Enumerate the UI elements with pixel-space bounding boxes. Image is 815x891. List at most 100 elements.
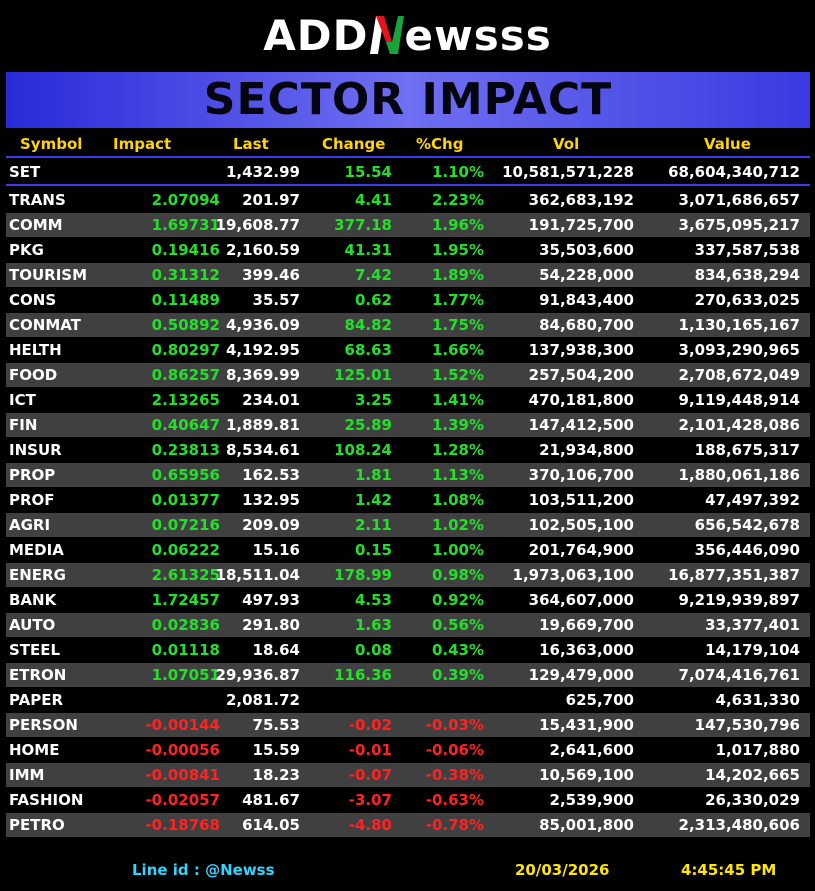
cell-impact: -0.18768 bbox=[145, 816, 220, 834]
cell-impact: 2.07094 bbox=[151, 191, 220, 209]
table-row-imm: IMM -0.00841 18.23 -0.07 -0.38% 10,569,100 14,… bbox=[6, 763, 810, 787]
cell-last: 234.01 bbox=[242, 391, 300, 409]
logo-text-add: ADD bbox=[263, 11, 369, 60]
cell-impact: -0.00144 bbox=[145, 716, 220, 734]
cell-change: 15.54 bbox=[344, 163, 392, 181]
cell-impact: 0.80297 bbox=[151, 341, 220, 359]
cell-pct: 1.39% bbox=[431, 416, 484, 434]
cell-impact: 0.01377 bbox=[151, 491, 220, 509]
cell-symbol: HOME bbox=[9, 741, 60, 759]
cell-last: 18,511.04 bbox=[215, 566, 300, 584]
cell-symbol: PKG bbox=[9, 241, 44, 259]
cell-symbol: CONS bbox=[9, 291, 57, 309]
cell-impact: 0.40647 bbox=[151, 416, 220, 434]
cell-change: -3.07 bbox=[348, 791, 392, 809]
cell-last: 201.97 bbox=[242, 191, 300, 209]
cell-symbol: PROF bbox=[9, 491, 55, 509]
cell-last: 399.46 bbox=[242, 266, 300, 284]
cell-symbol: TRANS bbox=[9, 191, 66, 209]
cell-impact: 2.13265 bbox=[151, 391, 220, 409]
cell-change: 25.89 bbox=[344, 416, 392, 434]
cell-symbol: CONMAT bbox=[9, 316, 81, 334]
table-row-insur: INSUR 0.23813 8,534.61 108.24 1.28% 21,934,80… bbox=[6, 438, 810, 462]
cell-value: 2,313,480,606 bbox=[678, 816, 800, 834]
cell-pct: 1.96% bbox=[431, 216, 484, 234]
cell-last: 1,889.81 bbox=[225, 416, 300, 434]
cell-last: 18.23 bbox=[252, 766, 300, 784]
cell-vol: 21,934,800 bbox=[539, 441, 634, 459]
table-row-bank: BANK 1.72457 497.93 4.53 0.92% 364,607,000 9,2… bbox=[6, 588, 810, 612]
cell-value: 356,446,090 bbox=[694, 541, 800, 559]
cell-value: 834,638,294 bbox=[694, 266, 800, 284]
cell-symbol: SET bbox=[9, 163, 41, 181]
cell-vol: 370,106,700 bbox=[528, 466, 634, 484]
table-row-trans: TRANS 2.07094 201.97 4.41 2.23% 362,683,192 3,… bbox=[6, 188, 810, 212]
cell-last: 162.53 bbox=[242, 466, 300, 484]
cell-vol: 137,938,300 bbox=[528, 341, 634, 359]
table-row-fin: FIN 0.40647 1,889.81 25.89 1.39% 147,412,500 2… bbox=[6, 413, 810, 437]
cell-impact: -0.00841 bbox=[145, 766, 220, 784]
cell-vol: 625,700 bbox=[565, 691, 634, 709]
cell-vol: 85,001,800 bbox=[539, 816, 634, 834]
cell-symbol: AUTO bbox=[9, 616, 56, 634]
cell-vol: 2,539,900 bbox=[549, 791, 634, 809]
cell-symbol: TOURISM bbox=[9, 266, 88, 284]
cell-change: 0.15 bbox=[354, 541, 392, 559]
set-divider bbox=[6, 184, 810, 186]
cell-pct: 1.95% bbox=[431, 241, 484, 259]
cell-pct: 1.89% bbox=[431, 266, 484, 284]
header-impact: Impact bbox=[113, 135, 172, 153]
cell-vol: 54,228,000 bbox=[539, 266, 634, 284]
cell-last: 209.09 bbox=[242, 516, 300, 534]
cell-change: 1.81 bbox=[354, 466, 392, 484]
header-pct: %Chg bbox=[416, 135, 464, 153]
cell-impact: 1.72457 bbox=[151, 591, 220, 609]
cell-symbol: ICT bbox=[9, 391, 36, 409]
cell-pct: 1.00% bbox=[431, 541, 484, 559]
cell-value: 2,708,672,049 bbox=[678, 366, 800, 384]
cell-change: 1.63 bbox=[354, 616, 392, 634]
cell-change: 108.24 bbox=[334, 441, 392, 459]
table-row-etron: ETRON 1.07051 29,936.87 116.36 0.39% 129,479,… bbox=[6, 663, 810, 687]
cell-value: 3,675,095,217 bbox=[678, 216, 800, 234]
time-label: 4:45:45 PM bbox=[681, 861, 777, 879]
table-row-home: HOME -0.00056 15.59 -0.01 -0.06% 2,641,600 1,0… bbox=[6, 738, 810, 762]
cell-value: 14,179,104 bbox=[705, 641, 800, 659]
cell-value: 270,633,025 bbox=[694, 291, 800, 309]
cell-change: 116.36 bbox=[334, 666, 392, 684]
cell-vol: 15,431,900 bbox=[539, 716, 634, 734]
cell-last: 291.80 bbox=[242, 616, 300, 634]
cell-last: 132.95 bbox=[242, 491, 300, 509]
cell-pct: 0.92% bbox=[431, 591, 484, 609]
cell-change: -0.07 bbox=[348, 766, 392, 784]
cell-last: 29,936.87 bbox=[215, 666, 300, 684]
cell-last: 8,369.99 bbox=[225, 366, 300, 384]
cell-pct: 0.56% bbox=[431, 616, 484, 634]
cell-change: -0.01 bbox=[348, 741, 392, 759]
cell-last: 1,432.99 bbox=[225, 163, 300, 181]
cell-pct: 1.13% bbox=[431, 466, 484, 484]
table-row-person: PERSON -0.00144 75.53 -0.02 -0.03% 15,431,900… bbox=[6, 713, 810, 737]
cell-change: 41.31 bbox=[344, 241, 392, 259]
cell-value: 14,202,665 bbox=[705, 766, 800, 784]
table-row-agri: AGRI 0.07216 209.09 2.11 1.02% 102,505,100 656… bbox=[6, 513, 810, 537]
cell-impact: 0.19416 bbox=[151, 241, 220, 259]
table-row-ict: ICT 2.13265 234.01 3.25 1.41% 470,181,800 9,11… bbox=[6, 388, 810, 412]
cell-impact: 0.86257 bbox=[151, 366, 220, 384]
cell-impact: 1.69731 bbox=[151, 216, 220, 234]
table-row-steel: STEEL 0.01118 18.64 0.08 0.43% 16,363,000 14,1… bbox=[6, 638, 810, 662]
cell-impact: 2.61325 bbox=[151, 566, 220, 584]
header-value: Value bbox=[704, 135, 751, 153]
logo-text-ews: ews bbox=[404, 11, 500, 60]
cell-symbol: ETRON bbox=[9, 666, 67, 684]
cell-symbol: INSUR bbox=[9, 441, 62, 459]
cell-change: 2.11 bbox=[354, 516, 392, 534]
cell-value: 9,119,448,914 bbox=[678, 391, 800, 409]
cell-vol: 257,504,200 bbox=[528, 366, 634, 384]
table-row-comm: COMM 1.69731 19,608.77 377.18 1.96% 191,725,7… bbox=[6, 213, 810, 237]
table-row-food: FOOD 0.86257 8,369.99 125.01 1.52% 257,504,20… bbox=[6, 363, 810, 387]
cell-vol: 10,569,100 bbox=[539, 766, 634, 784]
cell-value: 147,530,796 bbox=[694, 716, 800, 734]
cell-value: 9,219,939,897 bbox=[678, 591, 800, 609]
cell-last: 8,534.61 bbox=[225, 441, 300, 459]
